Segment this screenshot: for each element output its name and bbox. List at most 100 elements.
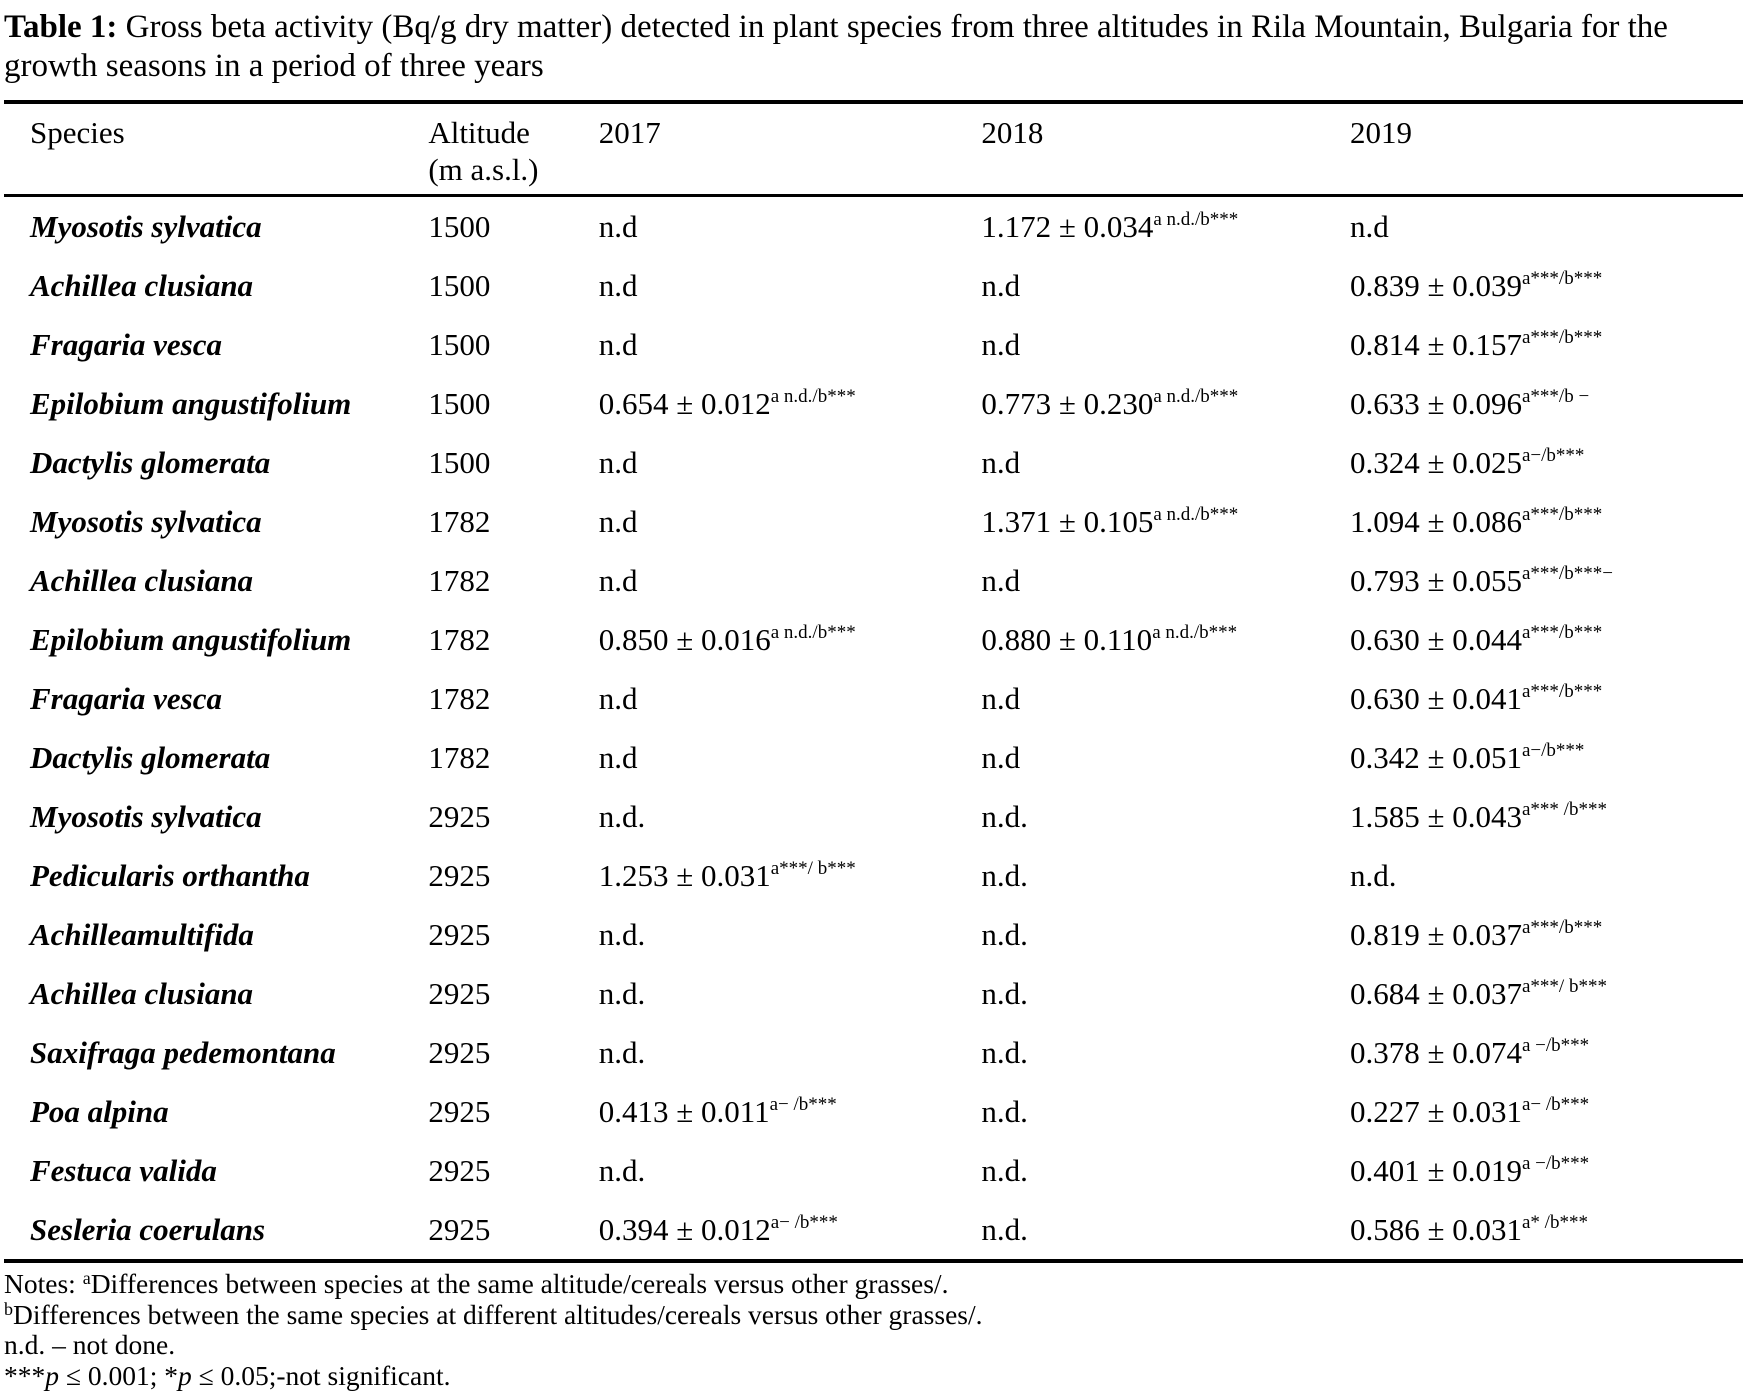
note-superscript: b — [4, 1299, 13, 1319]
activity-cell-2019: 0.324 ± 0.025a−/b*** — [1350, 433, 1743, 492]
species-cell: Dactylis glomerata — [4, 728, 428, 787]
significance-superscript: a n.d./b*** — [1153, 209, 1238, 230]
activity-cell-2018: n.d. — [981, 846, 1350, 905]
species-cell: Myosotis sylvatica — [4, 196, 428, 257]
column-header-2019: 2019 — [1350, 102, 1743, 196]
significance-superscript: a***/b*** — [1522, 917, 1602, 938]
table-caption-text: Gross beta activity (Bq/g dry matter) de… — [4, 9, 1668, 84]
activity-cell-2017: n.d. — [599, 1141, 982, 1200]
significance-superscript: a− /b*** — [771, 1212, 838, 1233]
activity-cell-2017: 0.850 ± 0.016a n.d./b*** — [599, 610, 982, 669]
activity-cell-2018: 1.371 ± 0.105a n.d./b*** — [981, 492, 1350, 551]
activity-cell-2017: n.d — [599, 669, 982, 728]
activity-cell-2017: n.d. — [599, 905, 982, 964]
species-cell: Pedicularis orthantha — [4, 846, 428, 905]
significance-superscript: a−/b*** — [1522, 445, 1584, 466]
activity-cell-2019: 0.630 ± 0.041a***/b*** — [1350, 669, 1743, 728]
activity-cell-2017: n.d. — [599, 787, 982, 846]
activity-cell-2019: 0.378 ± 0.074a −/b*** — [1350, 1023, 1743, 1082]
altitude-cell: 2925 — [428, 1200, 598, 1261]
significance-superscript: a −/b*** — [1522, 1153, 1589, 1174]
significance-superscript: a n.d./b*** — [771, 622, 856, 643]
altitude-cell: 1782 — [428, 728, 598, 787]
altitude-cell: 1782 — [428, 551, 598, 610]
table-notes: Notes: aDifferences between species at t… — [4, 1269, 1743, 1391]
activity-cell-2017: n.d. — [599, 1023, 982, 1082]
activity-cell-2018: n.d. — [981, 1023, 1350, 1082]
p-value-symbol: p — [45, 1360, 59, 1391]
altitude-cell: 2925 — [428, 1082, 598, 1141]
significance-superscript: a***/b − — [1522, 386, 1589, 407]
significance-superscript: a* /b*** — [1522, 1212, 1588, 1233]
altitude-cell: 1500 — [428, 374, 598, 433]
significance-superscript: a− /b*** — [1522, 1094, 1589, 1115]
activity-cell-2018: n.d — [981, 433, 1350, 492]
significance-superscript: a −/b*** — [1522, 1035, 1589, 1056]
activity-cell-2018: n.d. — [981, 1082, 1350, 1141]
altitude-cell: 1500 — [428, 433, 598, 492]
significance-superscript: a***/b***− — [1522, 563, 1613, 584]
p-value-symbol: p — [178, 1360, 192, 1391]
significance-superscript: a***/b*** — [1522, 504, 1602, 525]
significance-superscript: a***/b*** — [1522, 327, 1602, 348]
note-line-3: n.d. – not done. — [4, 1330, 1743, 1361]
activity-cell-2019: n.d. — [1350, 846, 1743, 905]
header-row: Species Altitude (m a.s.l.) 2017 2018 20… — [4, 102, 1743, 196]
species-cell: Fragaria vesca — [4, 669, 428, 728]
altitude-cell: 1782 — [428, 669, 598, 728]
activity-cell-2017: n.d. — [599, 964, 982, 1023]
column-header-altitude-line2: (m a.s.l.) — [428, 151, 598, 188]
activity-cell-2019: 1.585 ± 0.043a*** /b*** — [1350, 787, 1743, 846]
significance-superscript: a***/b*** — [1522, 681, 1602, 702]
activity-cell-2018: 0.773 ± 0.230a n.d./b*** — [981, 374, 1350, 433]
note-line-2: bDifferences between the same species at… — [4, 1300, 1743, 1331]
altitude-cell: 1500 — [428, 196, 598, 257]
activity-cell-2019: 1.094 ± 0.086a***/b*** — [1350, 492, 1743, 551]
altitude-cell: 2925 — [428, 787, 598, 846]
activity-cell-2019: 0.839 ± 0.039a***/b*** — [1350, 256, 1743, 315]
species-cell: Achilleamultifida — [4, 905, 428, 964]
activity-cell-2018: n.d — [981, 256, 1350, 315]
altitude-cell: 1782 — [428, 610, 598, 669]
species-cell: Dactylis glomerata — [4, 433, 428, 492]
species-cell: Fragaria vesca — [4, 315, 428, 374]
altitude-cell: 1782 — [428, 492, 598, 551]
activity-cell-2018: n.d. — [981, 964, 1350, 1023]
column-header-species: Species — [4, 102, 428, 196]
species-cell: Myosotis sylvatica — [4, 492, 428, 551]
species-cell: Achillea clusiana — [4, 964, 428, 1023]
activity-cell-2019: 0.227 ± 0.031a− /b*** — [1350, 1082, 1743, 1141]
species-cell: Epilobium angustifolium — [4, 374, 428, 433]
activity-cell-2018: n.d — [981, 551, 1350, 610]
activity-cell-2018: n.d. — [981, 1200, 1350, 1261]
activity-cell-2018: n.d. — [981, 1141, 1350, 1200]
species-cell: Achillea clusiana — [4, 551, 428, 610]
activity-cell-2019: 0.633 ± 0.096a***/b − — [1350, 374, 1743, 433]
activity-cell-2018: 1.172 ± 0.034a n.d./b*** — [981, 196, 1350, 257]
note-line-significance: ***p ≤ 0.001; *p ≤ 0.05;-not significant… — [4, 1361, 1743, 1391]
activity-cell-2017: n.d — [599, 196, 982, 257]
activity-cell-2017: n.d — [599, 492, 982, 551]
significance-superscript: a n.d./b*** — [771, 386, 856, 407]
column-header-2018: 2018 — [981, 102, 1350, 196]
altitude-cell: 2925 — [428, 1141, 598, 1200]
altitude-cell: 2925 — [428, 905, 598, 964]
activity-cell-2017: n.d — [599, 433, 982, 492]
activity-cell-2017: 0.394 ± 0.012a− /b*** — [599, 1200, 982, 1261]
table-caption: Table 1: Gross beta activity (Bq/g dry m… — [4, 8, 1743, 86]
